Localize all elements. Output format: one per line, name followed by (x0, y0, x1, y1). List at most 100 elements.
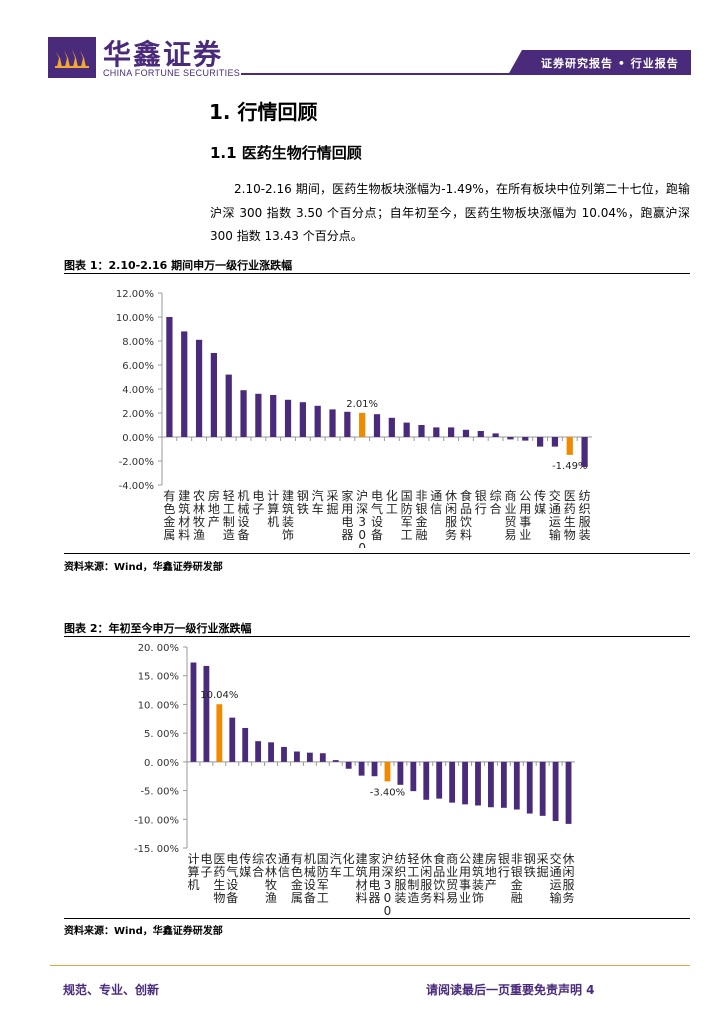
x-tick-label: 传媒 (534, 488, 546, 516)
bar (581, 437, 588, 467)
x-tick-label: 采掘 (327, 489, 339, 516)
data-label: -1.49% (552, 461, 587, 472)
y-tick-label: 2.00% (122, 409, 154, 420)
x-tick-label: 通信 (430, 489, 442, 516)
bar (388, 417, 395, 437)
bar (513, 761, 520, 810)
bar (358, 761, 365, 776)
bar (507, 437, 514, 440)
bar (255, 741, 262, 762)
x-tick-label: 银行 (475, 489, 487, 516)
x-tick-label: 非银金融 (415, 489, 427, 542)
x-tick-label: 机械设备 (304, 852, 316, 905)
bar (462, 429, 470, 437)
bar (314, 405, 321, 437)
y-tick-label: 4.00% (122, 385, 154, 396)
bar (500, 761, 507, 808)
bar (299, 402, 306, 437)
bar (373, 414, 381, 437)
x-tick-label: 家用电器 (369, 851, 381, 905)
bar (345, 761, 352, 769)
x-tick-label: 商业贸易 (504, 488, 516, 542)
x-tick-label: 房地产 (485, 851, 497, 892)
x-tick-label: 通信 (278, 852, 290, 879)
bar (539, 761, 546, 816)
y-tick-label: 5. 00% (144, 729, 179, 740)
x-tick-label: 钢铁 (524, 852, 536, 879)
x-tick-label: 电气设备 (371, 489, 383, 542)
x-tick-label: 商业贸易 (446, 851, 458, 905)
x-tick-label: 钢铁 (297, 489, 309, 516)
x-tick-label: 综合 (252, 852, 264, 879)
data-label: 10.04% (200, 690, 238, 701)
x-tick-label: 家用电器 (341, 488, 353, 542)
y-tick-label: 6.00% (122, 361, 154, 372)
x-tick-label: 化工 (386, 489, 398, 516)
x-tick-label: 医药生物 (213, 852, 225, 905)
bar (433, 427, 440, 437)
x-tick-label: 农林牧渔 (193, 489, 205, 542)
y-tick-label: 8.00% (122, 337, 154, 348)
x-tick-label: 汽车 (312, 488, 324, 516)
figure-2-bottom-rule (64, 918, 690, 919)
bar (210, 353, 218, 437)
bar (522, 437, 529, 441)
y-tick-label: -4.00% (119, 481, 154, 492)
figure-2-top-rule (64, 636, 690, 637)
x-tick-label: 非银金融 (511, 852, 523, 905)
bar (284, 399, 292, 437)
figure-2-title: 图表 2：年初至今申万一级行业涨跌幅 (64, 622, 252, 635)
x-tick-label: 医药生物 (564, 489, 576, 542)
footer-rule (50, 965, 690, 966)
bar (565, 761, 572, 824)
bar (166, 317, 173, 437)
bar (216, 704, 223, 762)
bar (448, 427, 455, 437)
data-label: -3.40% (370, 787, 405, 798)
bar (403, 422, 410, 437)
x-tick-label: 综合 (490, 489, 502, 516)
x-tick-label: 银行 (498, 852, 510, 879)
section-title: 1. 行情回顾 (209, 100, 318, 124)
bar (329, 409, 336, 437)
x-tick-label: 建筑装饰 (282, 489, 294, 542)
x-tick-label: 电子 (200, 852, 212, 879)
x-tick-label: 有色金属 (163, 489, 175, 542)
figure-1-title: 图表 1：2.10-2.16 期间申万一级行业涨跌幅 (64, 259, 293, 272)
x-tick-label: 纺织服装 (579, 489, 591, 542)
footer-slogan: 规范、专业、创新 (63, 983, 160, 997)
figure-1-bottom-rule (64, 553, 690, 554)
x-tick-label: 沪深 3 0 0 (381, 852, 393, 916)
bar (195, 339, 203, 437)
x-tick-label: 计算机 (267, 489, 279, 529)
bar (344, 411, 351, 437)
brand-name-en: CHINA FORTUNE SECURITIES (103, 68, 241, 78)
x-tick-label: 食品饮料 (460, 488, 472, 542)
x-tick-label: 农林牧渔 (265, 852, 277, 905)
bar (225, 374, 232, 437)
x-tick-label: 休闲服务 (420, 852, 432, 905)
x-tick-label: 房地产 (208, 488, 220, 529)
brand-name: 华鑫证券 (103, 38, 224, 71)
bar (423, 761, 430, 800)
x-tick-label: 传媒 (239, 851, 251, 879)
bar (229, 717, 236, 762)
x-tick-label: 化工 (343, 852, 355, 879)
bar (551, 437, 559, 447)
bar (526, 761, 533, 814)
bar (492, 433, 499, 437)
bar (332, 760, 339, 762)
bar (436, 761, 443, 799)
figure-1-source: 资料来源：Wind，华鑫证券研发部 (64, 562, 223, 573)
x-tick-label: 公用事业 (519, 489, 531, 542)
bar (242, 727, 249, 762)
y-tick-label: 12.00% (116, 289, 154, 300)
bar (397, 761, 404, 785)
y-tick-label: 0. 00% (144, 758, 179, 769)
figure-1-top-rule (64, 273, 690, 274)
bar (240, 390, 247, 437)
header-rule (241, 73, 691, 75)
y-tick-label: 10.00% (116, 313, 154, 324)
bar (475, 761, 481, 806)
y-tick-label: 20. 00% (138, 643, 179, 654)
